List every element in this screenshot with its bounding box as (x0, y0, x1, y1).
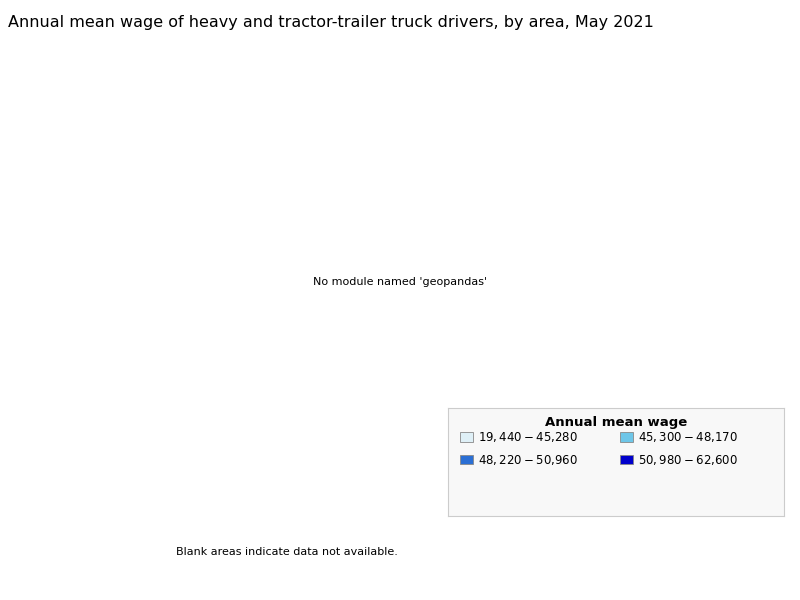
Text: $45,300 - $48,170: $45,300 - $48,170 (638, 430, 738, 444)
Text: $19,440 - $45,280: $19,440 - $45,280 (478, 430, 578, 444)
Text: Annual mean wage: Annual mean wage (545, 416, 687, 429)
Text: No module named 'geopandas': No module named 'geopandas' (313, 277, 487, 287)
Text: Annual mean wage of heavy and tractor-trailer truck drivers, by area, May 2021: Annual mean wage of heavy and tractor-tr… (8, 15, 654, 30)
Text: $50,980 - $62,600: $50,980 - $62,600 (638, 452, 738, 467)
Text: $48,220 - $50,960: $48,220 - $50,960 (478, 452, 578, 467)
Text: Blank areas indicate data not available.: Blank areas indicate data not available. (176, 547, 398, 557)
